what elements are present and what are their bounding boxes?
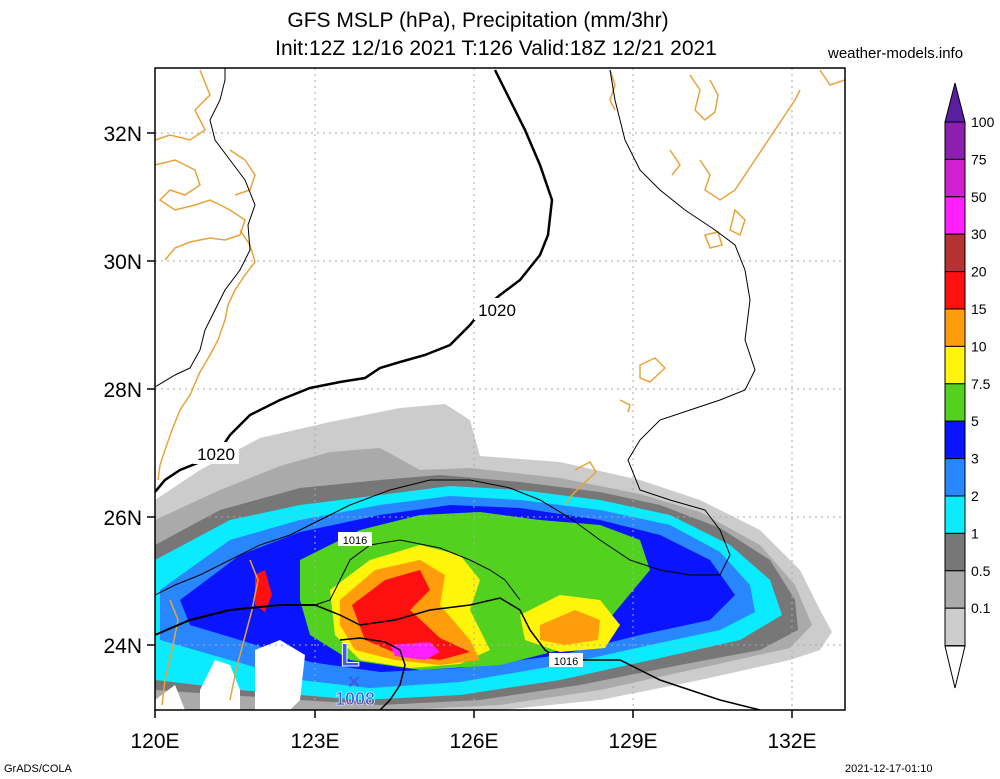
colorbar-segment — [944, 233, 966, 273]
colorbar-segment — [944, 196, 966, 235]
colorbar-segment — [944, 532, 966, 572]
colorbar-label: 1 — [971, 525, 979, 541]
colorbar-segment — [944, 420, 966, 460]
colorbar-bottom-arrow — [944, 645, 966, 689]
colorbar-segment — [944, 383, 966, 422]
colorbar-label: 2 — [971, 488, 979, 504]
colorbar-label: 7.5 — [971, 376, 991, 392]
colorbar-label: 5 — [971, 413, 979, 429]
lon-label: 132E — [767, 730, 816, 753]
colorbar-label: 30 — [971, 226, 987, 242]
isobar-labels: 1020 1020 1016 1016 — [193, 298, 583, 668]
lat-label: 28N — [103, 379, 142, 402]
low-center-marker: × — [348, 669, 361, 694]
lat-label: 32N — [103, 123, 142, 146]
colorbar-segment — [944, 607, 966, 647]
map-area: 1020 1020 1016 1016 L × 1008 — [155, 68, 845, 710]
low-pressure-center: L × 1008 — [335, 637, 376, 710]
longitude-labels: 120E 123E 126E 129E 132E — [130, 730, 816, 753]
lon-label: 129E — [608, 730, 657, 753]
axis-ticks — [147, 132, 793, 718]
map-grid — [155, 68, 845, 710]
coastlines — [155, 69, 845, 706]
isobar-label-1020-b: 1020 — [197, 445, 235, 464]
lat-label: 26N — [103, 507, 142, 530]
colorbar-label: 10 — [971, 338, 987, 354]
lon-label: 120E — [130, 730, 179, 753]
colorbar-label: 75 — [971, 151, 987, 167]
lat-label: 24N — [103, 635, 142, 658]
isobar-label-1016-b: 1016 — [554, 656, 578, 668]
colorbar-label: 15 — [971, 301, 987, 317]
colorbar-segment — [944, 458, 966, 497]
colorbar-segment — [944, 308, 966, 347]
colorbar-label: 20 — [971, 264, 987, 280]
colorbar-segment — [944, 495, 966, 534]
footer-timestamp: 2021-12-17-01:10 — [845, 763, 933, 775]
footer-credit: GrADS/COLA — [4, 763, 72, 775]
site-label: weather-models.info — [828, 45, 964, 62]
colorbar-label: 100 — [971, 114, 995, 130]
lon-label: 126E — [449, 730, 498, 753]
colorbar-label: 3 — [971, 451, 979, 467]
low-pressure-value: 1008 — [335, 689, 375, 709]
isobar-label-1020-a: 1020 — [478, 301, 516, 320]
colorbar-label: 0.1 — [971, 600, 991, 616]
colorbar-top-arrow — [944, 82, 966, 123]
isobar-label-1016-a: 1016 — [343, 535, 367, 547]
colorbar-segment — [944, 570, 966, 609]
colorbar: 100 75 50 30 20 15 10 7.5 5 3 2 1 0.5 0.1 — [944, 82, 995, 689]
precipitation-field — [155, 404, 832, 710]
colorbar-label: 0.5 — [971, 563, 991, 579]
lat-label: 30N — [103, 251, 142, 274]
title-line-1: GFS MSLP (hPa), Precipitation (mm/3hr) — [287, 9, 669, 32]
lon-label: 123E — [290, 730, 339, 753]
colorbar-segment — [944, 345, 966, 385]
colorbar-label: 50 — [971, 189, 987, 205]
colorbar-segment — [944, 158, 966, 198]
latitude-labels: 32N 30N 28N 26N 24N — [103, 123, 142, 658]
colorbar-segment — [944, 271, 966, 310]
colorbar-segment — [944, 121, 966, 160]
low-symbol: L — [340, 637, 360, 673]
title-line-2: Init:12Z 12/16 2021 T:126 Valid:18Z 12/2… — [275, 37, 717, 60]
